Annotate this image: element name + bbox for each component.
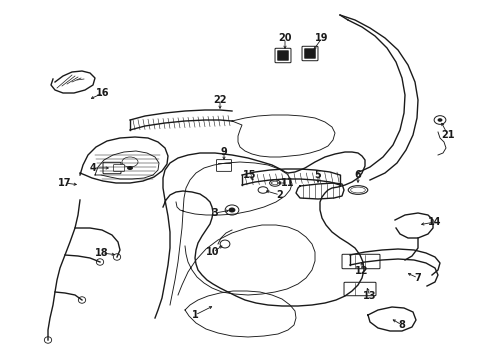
Text: 9: 9: [220, 147, 227, 157]
Text: 14: 14: [427, 217, 441, 227]
Text: 7: 7: [414, 273, 421, 283]
FancyBboxPatch shape: [344, 282, 375, 296]
Circle shape: [437, 118, 442, 122]
Text: 10: 10: [206, 247, 219, 257]
Text: 22: 22: [213, 95, 226, 105]
Text: 18: 18: [95, 248, 109, 258]
Text: 2: 2: [276, 190, 283, 200]
Text: 19: 19: [315, 33, 328, 43]
Text: 20: 20: [278, 33, 291, 43]
Text: 12: 12: [354, 266, 368, 276]
Text: 17: 17: [58, 178, 72, 188]
FancyBboxPatch shape: [302, 46, 317, 61]
FancyBboxPatch shape: [216, 159, 231, 171]
Circle shape: [228, 207, 235, 212]
Text: 11: 11: [281, 178, 294, 188]
Text: 1: 1: [191, 310, 198, 320]
Text: 4: 4: [89, 163, 96, 173]
Text: 3: 3: [211, 208, 218, 218]
Text: 16: 16: [96, 88, 109, 98]
Text: 6: 6: [354, 170, 361, 180]
FancyBboxPatch shape: [341, 254, 379, 269]
FancyBboxPatch shape: [277, 51, 288, 60]
FancyBboxPatch shape: [304, 49, 315, 58]
Text: 5: 5: [314, 170, 321, 180]
Text: 15: 15: [243, 170, 256, 180]
FancyBboxPatch shape: [274, 48, 290, 63]
Text: 8: 8: [398, 320, 405, 330]
Text: 13: 13: [363, 291, 376, 301]
Ellipse shape: [127, 166, 133, 170]
Text: 21: 21: [440, 130, 454, 140]
FancyBboxPatch shape: [103, 162, 121, 174]
FancyBboxPatch shape: [113, 165, 124, 171]
